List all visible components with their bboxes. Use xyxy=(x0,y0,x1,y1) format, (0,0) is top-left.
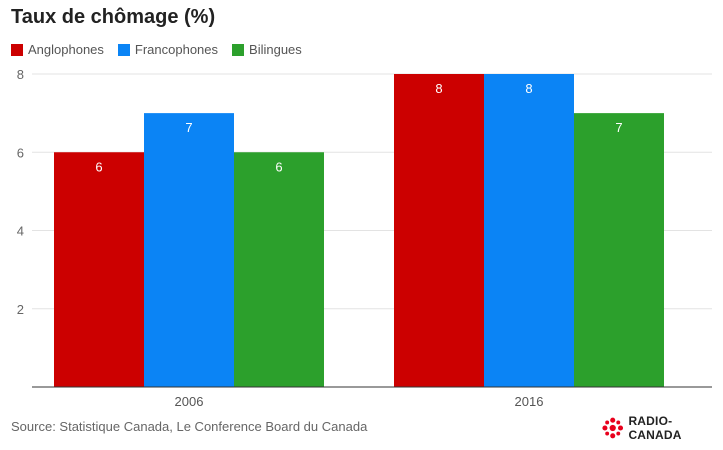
bar-bilingues-2016 xyxy=(574,113,664,387)
y-tick-label-6: 6 xyxy=(17,145,24,160)
source-note: Source: Statistique Canada, Le Conferenc… xyxy=(11,419,368,434)
legend-item-anglophones: Anglophones xyxy=(11,42,104,57)
y-tick-label-4: 4 xyxy=(17,224,24,239)
legend-swatch-francophones xyxy=(117,43,130,56)
legend-item-bilingues: Bilingues xyxy=(232,42,302,57)
legend-label-francophones: Francophones xyxy=(134,42,219,57)
brand: RADIO-CANADA xyxy=(602,414,723,442)
bar-francophones-2006 xyxy=(144,113,234,387)
data-label-anglophones-2016: 8 xyxy=(435,81,442,96)
data-label-francophones-2006: 7 xyxy=(185,120,192,135)
x-tick-label-2016: 2016 xyxy=(515,394,544,409)
brand-name: RADIO-CANADA xyxy=(628,414,682,442)
legend-label-bilingues: Bilingues xyxy=(249,42,302,57)
bar-anglophones-2006 xyxy=(54,152,144,387)
legend-item-francophones: Francophones xyxy=(117,42,219,57)
data-label-francophones-2016: 8 xyxy=(525,81,532,96)
bar-bilingues-2006 xyxy=(234,152,324,387)
data-label-anglophones-2006: 6 xyxy=(95,159,102,174)
legend-swatch-bilingues xyxy=(232,43,245,56)
bar-francophones-2016 xyxy=(484,74,574,387)
radio-canada-logo-icon xyxy=(602,417,624,439)
data-label-bilingues-2006: 6 xyxy=(275,159,282,174)
bar-anglophones-2016 xyxy=(394,74,484,387)
legend: Anglophones Francophones Bilingues xyxy=(11,42,302,57)
y-tick-label-8: 8 xyxy=(17,67,24,82)
data-label-bilingues-2016: 7 xyxy=(615,120,622,135)
bar-chart: 2 4 6 8 6 7 6 2006 8 8 7 2016 xyxy=(17,67,712,409)
y-tick-label-2: 2 xyxy=(17,302,24,317)
chart-title: Taux de chômage (%) xyxy=(11,6,216,28)
legend-swatch-anglophones xyxy=(11,43,23,56)
legend-label-anglophones: Anglophones xyxy=(28,42,104,57)
x-tick-label-2006: 2006 xyxy=(175,394,204,409)
